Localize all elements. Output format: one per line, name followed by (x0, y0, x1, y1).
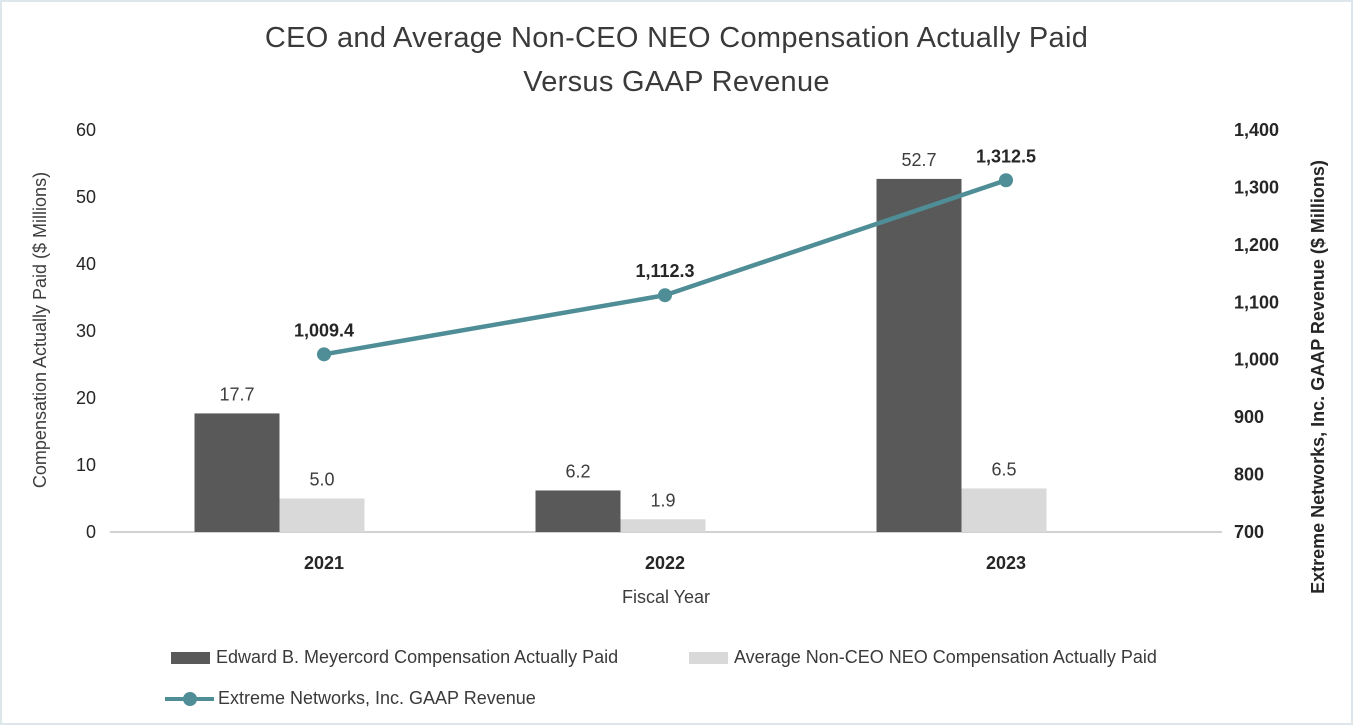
left-axis-tick: 0 (86, 522, 96, 542)
x-axis-category-label: 2021 (304, 553, 344, 573)
legend-label: Edward B. Meyercord Compensation Actuall… (216, 647, 619, 667)
legend-swatch (171, 651, 210, 664)
revenue-marker-2021[interactable] (317, 347, 331, 362)
left-axis-title: Compensation Actually Paid ($ Millions) (30, 172, 50, 488)
legend-label: Extreme Networks, Inc. GAAP Revenue (218, 688, 536, 708)
chart-title: CEO and Average Non-CEO NEO Compensation… (2, 16, 1351, 104)
ceo-bar-2023[interactable] (876, 178, 962, 532)
right-axis-tick: 900 (1234, 407, 1264, 427)
right-axis-tick: 700 (1234, 522, 1264, 542)
left-axis-tick: 30 (76, 321, 96, 341)
ceo-bar-label: 6.2 (565, 461, 590, 481)
ceo-bar-2022[interactable] (535, 490, 621, 532)
neo-bar-2021[interactable] (279, 498, 365, 533)
right-axis-tick: 800 (1234, 465, 1264, 485)
revenue-label: 1,112.3 (635, 261, 694, 281)
ceo-bar-2021[interactable] (194, 413, 280, 532)
x-axis-category-label: 2022 (645, 553, 685, 573)
legend-item-ceo[interactable]: Edward B. Meyercord Compensation Actuall… (171, 647, 618, 668)
right-axis-tick: 1,000 (1234, 350, 1279, 370)
chart-title-line2: Versus GAAP Revenue (523, 66, 830, 98)
neo-bar-2023[interactable] (961, 488, 1047, 532)
left-axis-tick: 60 (76, 120, 96, 140)
legend-label: Average Non-CEO NEO Compensation Actuall… (734, 647, 1157, 667)
x-axis-title: Fiscal Year (622, 587, 710, 607)
revenue-label: 1,312.5 (976, 146, 1036, 166)
neo-bar-label: 6.5 (991, 459, 1016, 479)
right-axis-tick: 1,300 (1234, 177, 1279, 197)
right-axis-tick: 1,400 (1234, 120, 1279, 140)
neo-bar-label: 1.9 (650, 490, 675, 510)
legend-item-neo[interactable]: Average Non-CEO NEO Compensation Actuall… (689, 647, 1157, 668)
revenue-label: 1,009.4 (294, 320, 354, 340)
left-axis-tick: 40 (76, 254, 96, 274)
x-axis-category-label: 2023 (986, 553, 1026, 573)
revenue-marker-2022[interactable] (658, 288, 672, 303)
chart-title-line1: CEO and Average Non-CEO NEO Compensation… (264, 22, 1089, 54)
neo-bar-label: 5.0 (309, 470, 334, 490)
left-axis-tick: 10 (76, 455, 96, 475)
right-axis-tick: 1,200 (1234, 235, 1279, 255)
legend-swatch (689, 651, 728, 664)
left-axis-tick: 20 (76, 388, 96, 408)
revenue-marker-2023[interactable] (999, 173, 1013, 188)
left-axis-tick: 50 (76, 187, 96, 207)
ceo-bar-label: 17.7 (219, 384, 254, 404)
legend-item-revenue[interactable]: Extreme Networks, Inc. GAAP Revenue (165, 688, 536, 709)
ceo-bar-label: 52.7 (901, 150, 936, 170)
neo-bar-2022[interactable] (620, 519, 706, 532)
legend-line-swatch (165, 691, 214, 706)
right-axis-tick: 1,100 (1234, 292, 1279, 312)
right-axis-title: Extreme Networks, Inc. GAAP Revenue ($ M… (1308, 160, 1328, 594)
